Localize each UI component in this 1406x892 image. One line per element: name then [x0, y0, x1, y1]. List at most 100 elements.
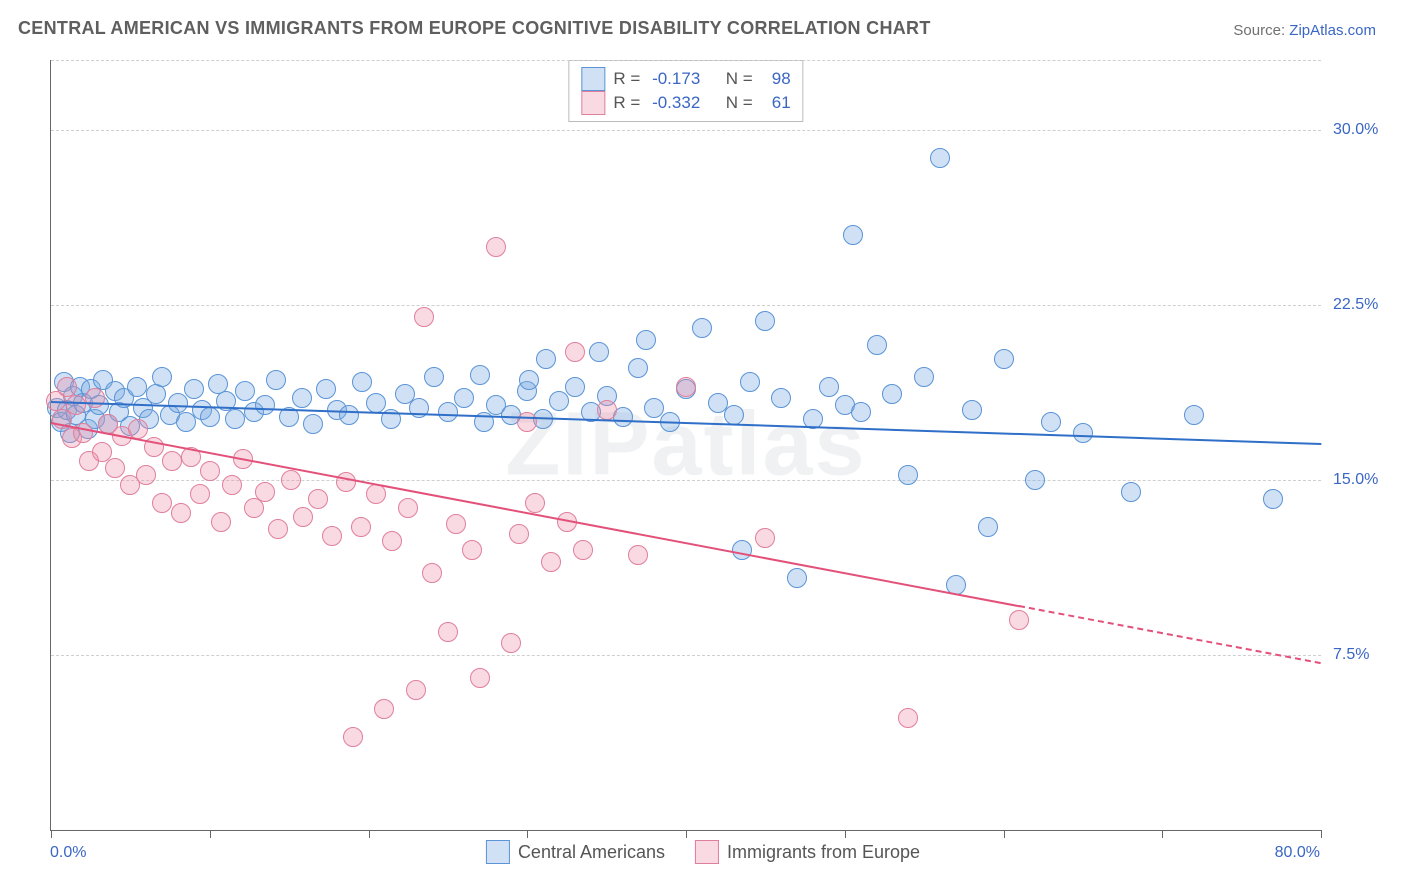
y-tick-label: 15.0%: [1333, 471, 1378, 489]
scatter-point: [168, 393, 188, 413]
scatter-point: [255, 482, 275, 502]
series-swatch: [581, 67, 605, 91]
stat-n-value: 61: [761, 93, 791, 113]
scatter-point: [235, 381, 255, 401]
scatter-point: [303, 414, 323, 434]
scatter-point: [136, 465, 156, 485]
legend-label: Central Americans: [518, 842, 665, 863]
gridline: [51, 655, 1321, 656]
scatter-point: [190, 484, 210, 504]
scatter-point: [322, 526, 342, 546]
scatter-point: [162, 451, 182, 471]
x-tick: [527, 830, 528, 838]
scatter-point: [424, 367, 444, 387]
scatter-point: [573, 540, 593, 560]
scatter-point: [336, 472, 356, 492]
scatter-point: [200, 461, 220, 481]
source-link[interactable]: ZipAtlas.com: [1289, 22, 1376, 39]
scatter-point: [1073, 423, 1093, 443]
scatter-point: [292, 388, 312, 408]
scatter-point: [398, 498, 418, 518]
stat-n-value: 98: [761, 69, 791, 89]
scatter-point: [565, 377, 585, 397]
scatter-point: [978, 517, 998, 537]
y-tick-label: 22.5%: [1333, 296, 1378, 314]
scatter-point: [85, 388, 105, 408]
scatter-point: [351, 517, 371, 537]
scatter-point: [406, 680, 426, 700]
scatter-point: [339, 405, 359, 425]
x-tick: [210, 830, 211, 838]
scatter-point: [898, 465, 918, 485]
scatter-point: [994, 349, 1014, 369]
y-tick-label: 30.0%: [1333, 121, 1378, 139]
stat-row: R = -0.332 N = 61: [581, 91, 790, 115]
scatter-point: [819, 377, 839, 397]
scatter-point: [462, 540, 482, 560]
scatter-point: [470, 668, 490, 688]
scatter-point: [898, 708, 918, 728]
page-title: CENTRAL AMERICAN VS IMMIGRANTS FROM EURO…: [18, 18, 931, 39]
scatter-point: [1009, 610, 1029, 630]
scatter-point: [266, 370, 286, 390]
scatter-point: [382, 531, 402, 551]
x-tick: [845, 830, 846, 838]
scatter-point: [281, 470, 301, 490]
gridline: [51, 130, 1321, 131]
legend-item: Central Americans: [486, 840, 665, 864]
series-swatch: [581, 91, 605, 115]
x-tick: [369, 830, 370, 838]
scatter-point: [57, 377, 77, 397]
scatter-point: [438, 622, 458, 642]
gridline: [51, 305, 1321, 306]
scatter-point: [66, 395, 86, 415]
scatter-point: [486, 237, 506, 257]
x-tick-label: 80.0%: [1275, 844, 1320, 862]
series-swatch: [486, 840, 510, 864]
stat-row: R = -0.173 N = 98: [581, 67, 790, 91]
scatter-point: [255, 395, 275, 415]
scatter-point: [867, 335, 887, 355]
scatter-point: [536, 349, 556, 369]
scatter-point: [755, 311, 775, 331]
scatter-point: [549, 391, 569, 411]
scatter-point: [105, 458, 125, 478]
scatter-point: [914, 367, 934, 387]
scatter-point: [446, 514, 466, 534]
scatter-point: [589, 342, 609, 362]
scatter-point: [171, 503, 191, 523]
scatter-point: [308, 489, 328, 509]
scatter-point: [525, 493, 545, 513]
scatter-point: [127, 377, 147, 397]
scatter-point: [509, 524, 529, 544]
scatter-point: [636, 330, 656, 350]
scatter-point: [597, 400, 617, 420]
scatter-point: [692, 318, 712, 338]
scatter-point: [268, 519, 288, 539]
x-tick: [1321, 830, 1322, 838]
x-tick: [1004, 830, 1005, 838]
source-attribution: Source: ZipAtlas.com: [1233, 22, 1376, 39]
legend-label: Immigrants from Europe: [727, 842, 920, 863]
scatter-point: [152, 367, 172, 387]
scatter-point: [454, 388, 474, 408]
scatter-point: [352, 372, 372, 392]
scatter-point: [628, 545, 648, 565]
scatter-point: [962, 400, 982, 420]
legend-item: Immigrants from Europe: [695, 840, 920, 864]
x-tick-label: 0.0%: [50, 844, 86, 862]
scatter-point: [1184, 405, 1204, 425]
series-swatch: [695, 840, 719, 864]
scatter-point: [755, 528, 775, 548]
scatter-point: [438, 402, 458, 422]
scatter-point: [293, 507, 313, 527]
scatter-point: [1025, 470, 1045, 490]
scatter-point: [501, 633, 521, 653]
scatter-point: [565, 342, 585, 362]
scatter-plot: ZIPatlas R = -0.173 N = 98R = -0.332 N =…: [50, 60, 1321, 831]
scatter-point: [676, 377, 696, 397]
scatter-point: [184, 379, 204, 399]
scatter-point: [843, 225, 863, 245]
scatter-point: [519, 370, 539, 390]
stat-r-label: R =: [613, 93, 640, 113]
